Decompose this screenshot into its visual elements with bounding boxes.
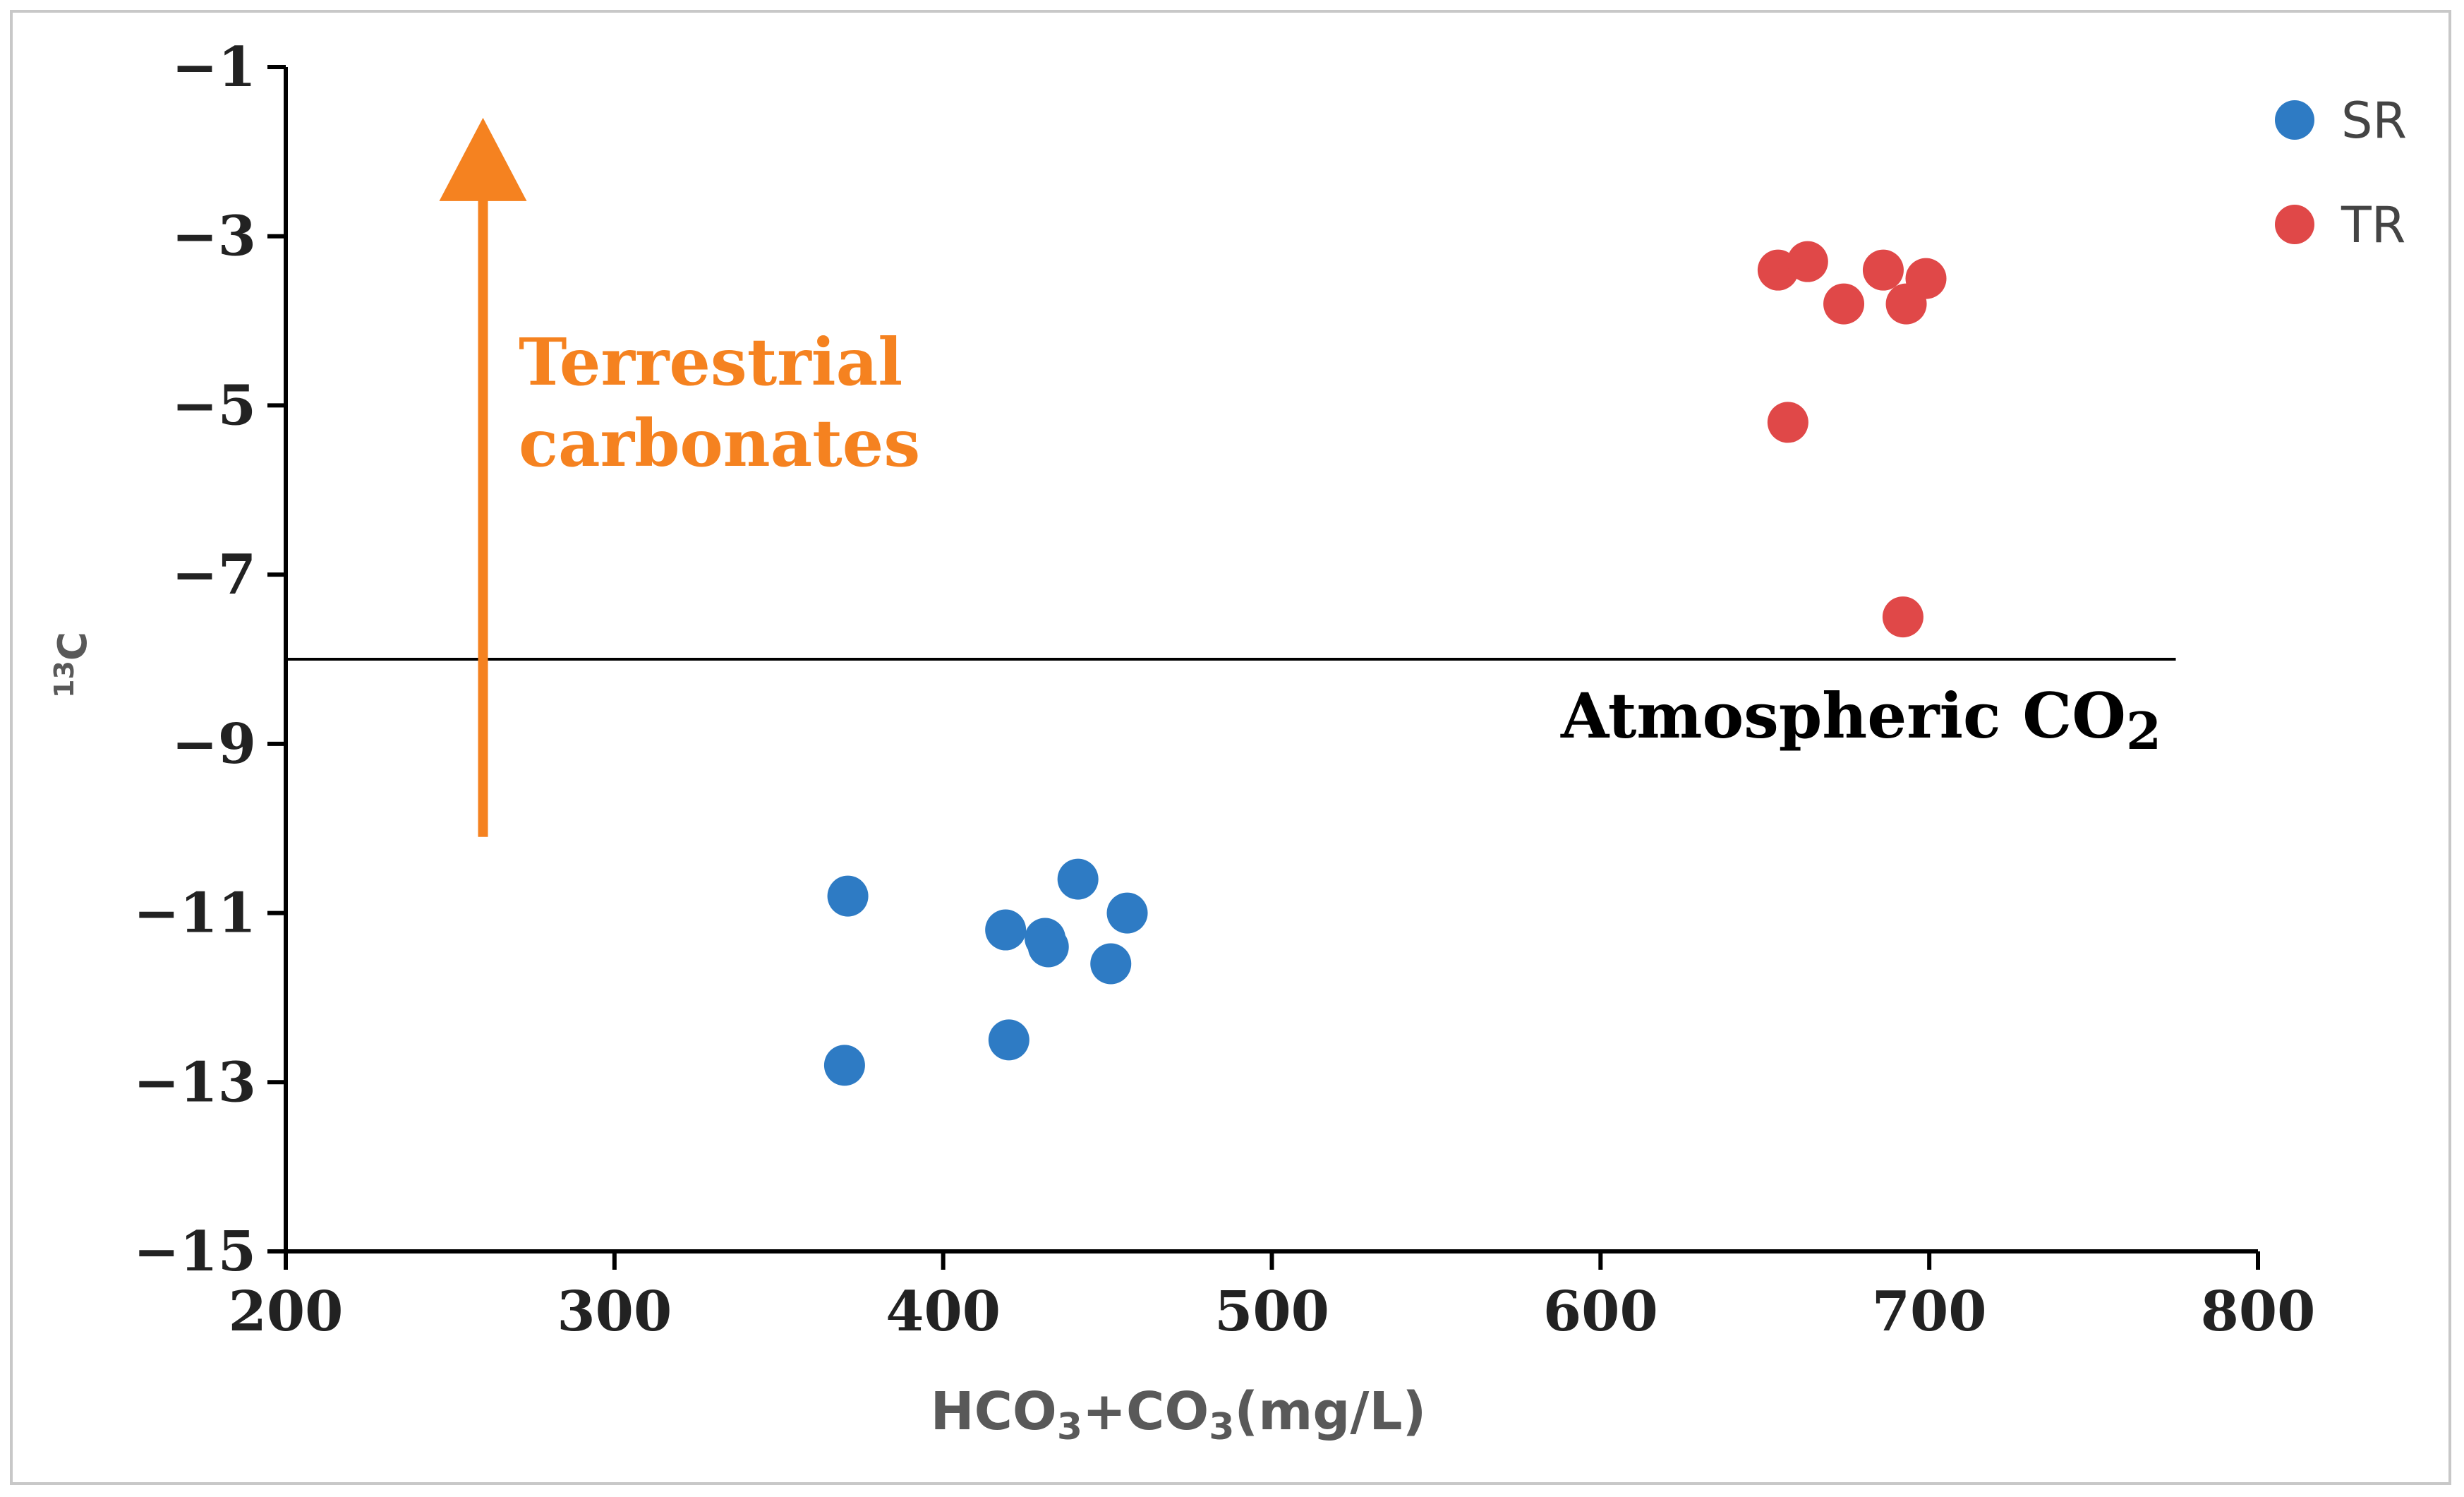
x-tick-label: 800 (2201, 1280, 2316, 1344)
y-tick-label: −9 (171, 712, 256, 776)
y-tick-label: −1 (171, 35, 256, 100)
point-tr (1882, 596, 1924, 638)
point-sr (1090, 943, 1132, 985)
point-sr (827, 875, 869, 917)
point-sr (985, 909, 1027, 951)
point-tr (1767, 402, 1808, 443)
point-sr (988, 1019, 1029, 1061)
data-points (823, 241, 1947, 1086)
x-tick-label: 600 (1543, 1280, 1658, 1344)
legend-marker-tr (2275, 205, 2314, 244)
arrow-label-line2: carbonates (519, 405, 920, 481)
point-tr (1823, 283, 1865, 325)
point-sr (823, 1045, 865, 1086)
atmospheric-co2-reference: Atmospheric CO2 (286, 658, 2176, 761)
legend-label-tr: TR (2341, 196, 2405, 254)
y-axis-title: 13C (49, 632, 96, 698)
point-tr (1905, 258, 1947, 299)
arrow-head (439, 117, 527, 201)
y-tick-label: −11 (133, 882, 256, 946)
x-tick-label: 300 (557, 1280, 672, 1344)
y-tick-label: −13 (133, 1050, 256, 1114)
chart-frame (10, 10, 2451, 1485)
x-tick-label: 700 (1872, 1280, 1987, 1344)
x-tick-label: 400 (886, 1280, 1001, 1344)
y-tick-label: −5 (171, 373, 256, 438)
point-tr (1787, 241, 1828, 282)
point-tr (1862, 249, 1904, 291)
point-sr (1027, 926, 1069, 968)
legend: SR TR (2275, 92, 2407, 254)
y-tick-label: −3 (171, 205, 256, 269)
point-sr (1057, 858, 1099, 900)
legend-label-sr: SR (2341, 92, 2407, 150)
x-axis-title: HCO3+CO3(mg/L) (931, 1381, 1427, 1448)
y-tick-label: −7 (171, 543, 256, 607)
y-tick-label: −15 (133, 1220, 256, 1284)
arrow-label-line1: Terrestrial (519, 324, 902, 400)
legend-marker-sr (2275, 100, 2314, 140)
reference-line-label: Atmospheric CO2 (1560, 679, 2161, 761)
point-sr (1106, 892, 1148, 934)
x-tick-label: 500 (1214, 1280, 1329, 1344)
x-tick-label: 200 (229, 1280, 344, 1344)
